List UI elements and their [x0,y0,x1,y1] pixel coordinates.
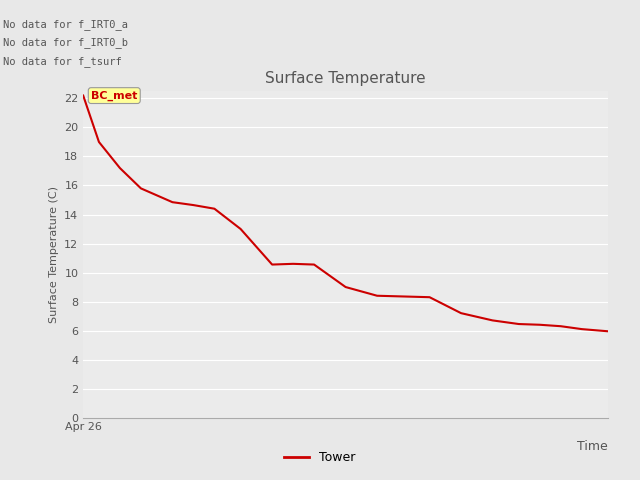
Title: Surface Temperature: Surface Temperature [266,71,426,86]
Text: No data for f_IRT0_b: No data for f_IRT0_b [3,37,128,48]
Tower [289,261,297,267]
Tower [426,294,433,300]
Tower [268,262,276,267]
Tower [604,328,612,334]
Text: No data for f_tsurf: No data for f_tsurf [3,56,122,67]
Legend: Tower: Tower [279,446,361,469]
Tower [95,139,103,145]
Tower [237,226,244,232]
Tower [310,262,318,267]
Tower [515,321,523,327]
Tower [137,185,145,191]
Text: BC_met: BC_met [91,90,138,101]
Tower [399,294,407,300]
Tower [489,318,497,324]
Tower [116,165,124,171]
Text: Time: Time [577,441,608,454]
Tower [189,202,197,208]
Tower [457,310,465,316]
Text: No data for f_IRT0_a: No data for f_IRT0_a [3,19,128,30]
Tower [536,322,543,328]
Tower [211,206,218,212]
Tower [342,284,349,290]
Tower [79,93,87,98]
Tower [557,324,564,329]
Tower [168,199,176,205]
Tower [373,293,381,299]
Tower [578,326,586,332]
Y-axis label: Surface Temperature (C): Surface Temperature (C) [49,186,58,323]
Line: Tower: Tower [83,96,608,331]
